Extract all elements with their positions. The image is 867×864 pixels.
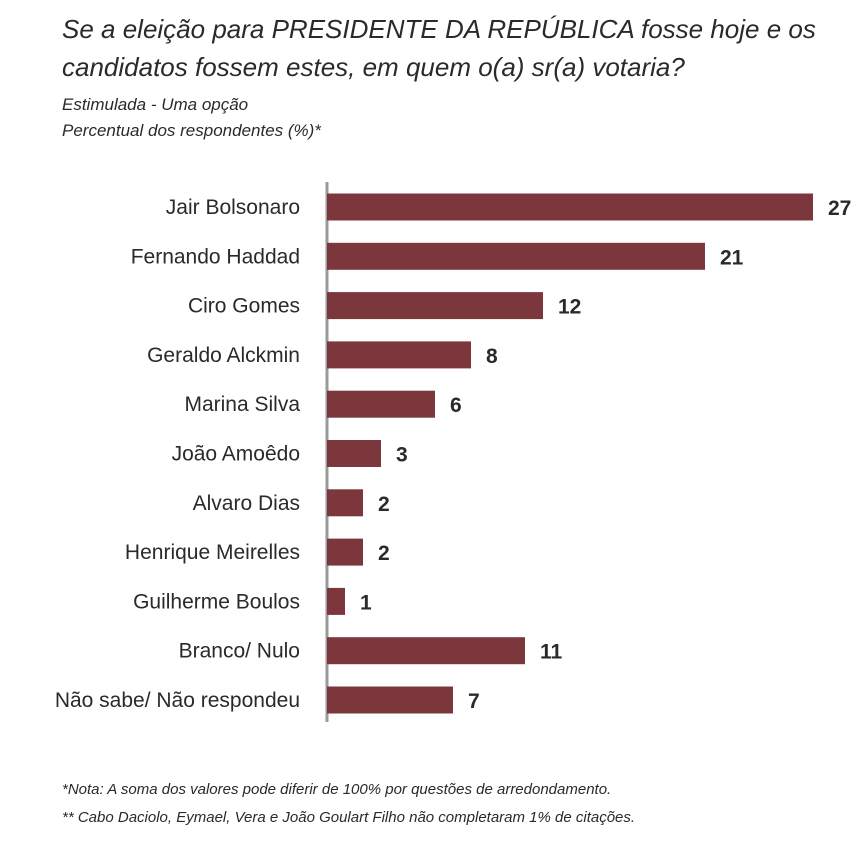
value-label: 6 [450, 394, 462, 417]
footnote-1: *Nota: A soma dos valores pode diferir d… [62, 781, 612, 798]
value-label: 2 [378, 493, 390, 516]
bar [327, 193, 813, 221]
bar [327, 292, 543, 320]
category-label: Ciro Gomes [188, 295, 300, 318]
value-label: 2 [378, 542, 390, 565]
category-label: Geraldo Alckmin [147, 344, 300, 367]
value-label: 7 [468, 690, 480, 713]
category-label: Branco/ Nulo [179, 640, 300, 663]
category-label: Não sabe/ Não respondeu [55, 689, 300, 712]
bar [327, 390, 435, 418]
category-label: Henrique Meirelles [125, 541, 300, 564]
chart-subtitle: Estimulada - Uma opção Percentual dos re… [62, 92, 321, 144]
bar [327, 242, 705, 270]
footnote-2: ** Cabo Daciolo, Eymael, Vera e João Gou… [62, 809, 636, 826]
value-label: 8 [486, 345, 498, 368]
bar [327, 440, 381, 467]
bar [327, 489, 363, 517]
value-label: 12 [558, 296, 581, 319]
bar [327, 637, 525, 665]
subtitle-line-1: Estimulada - Uma opção [62, 95, 249, 114]
value-label: 11 [540, 641, 563, 664]
bar [327, 686, 453, 714]
bar [327, 587, 345, 615]
chart-title: Se a eleição para PRESIDENTE DA REPÚBLIC… [62, 14, 816, 82]
subtitle-line-2: Percentual dos respondentes (%)* [62, 121, 321, 140]
category-label: Guilherme Boulos [133, 590, 300, 613]
value-label: 3 [396, 444, 408, 467]
bar [327, 538, 363, 566]
footnotes: *Nota: A soma dos valores pode diferir d… [62, 776, 635, 832]
value-label: 21 [720, 246, 744, 269]
bar [327, 341, 471, 369]
category-label: Jair Bolsonaro [166, 196, 300, 219]
category-label: Marina Silva [184, 393, 300, 416]
value-label: 27 [828, 197, 851, 220]
category-label: Alvaro Dias [193, 492, 300, 515]
category-label: João Amoêdo [172, 443, 300, 466]
value-label: 1 [360, 591, 372, 614]
category-label: Fernando Haddad [131, 245, 300, 268]
